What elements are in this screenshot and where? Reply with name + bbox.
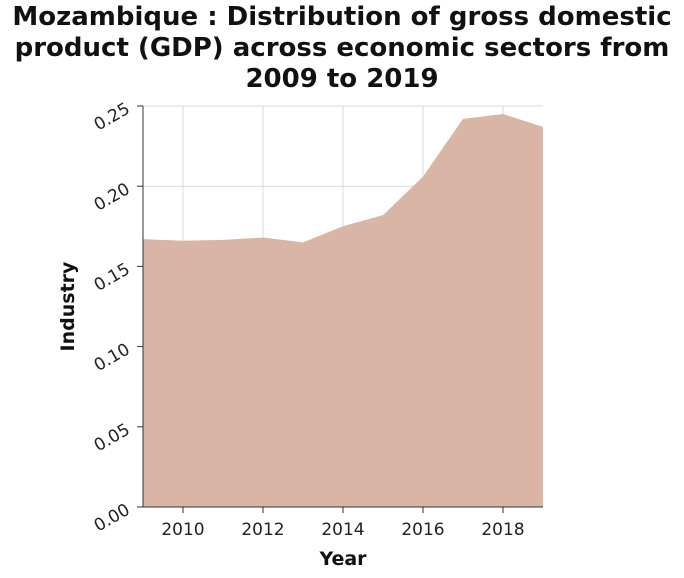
y-tick-label: 0.05 <box>91 420 134 456</box>
y-tick-label: 0.25 <box>91 99 134 135</box>
x-axis-label: Year <box>318 548 367 570</box>
x-tick-label: 2014 <box>321 520 364 540</box>
y-tick-label: 0.00 <box>91 500 134 536</box>
y-axis-label: Industry <box>57 261 79 351</box>
y-tick-label: 0.10 <box>91 340 134 376</box>
x-tick-label: 2016 <box>401 520 444 540</box>
industry-area <box>143 114 543 508</box>
chart-title: Mozambique : Distribution of gross domes… <box>12 2 672 94</box>
x-tick-label: 2018 <box>481 520 524 540</box>
axes <box>137 105 543 513</box>
x-tick-label: 2012 <box>241 520 284 540</box>
y-tick-label: 0.20 <box>91 179 134 215</box>
x-tick-label: 2010 <box>161 520 204 540</box>
y-tick-label: 0.15 <box>91 259 134 295</box>
